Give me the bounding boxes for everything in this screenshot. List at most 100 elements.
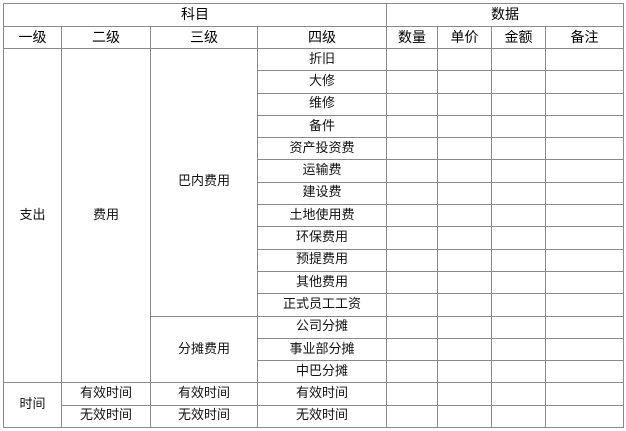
- data-cell-unit-price[interactable]: [437, 248, 492, 272]
- level1-cell: 时间: [3, 382, 62, 429]
- data-cell-amount[interactable]: [491, 337, 546, 362]
- data-cell-quantity[interactable]: [386, 92, 438, 116]
- data-cell-unit-price[interactable]: [437, 404, 492, 429]
- data-cell-unit-price[interactable]: [437, 226, 492, 250]
- data-cell-amount[interactable]: [491, 47, 546, 72]
- data-cell-quantity[interactable]: [386, 337, 438, 362]
- data-cell-unit-price[interactable]: [437, 47, 492, 72]
- data-cell-remark[interactable]: [545, 181, 624, 206]
- data-cell-amount[interactable]: [491, 293, 546, 317]
- level4-cell: 备件: [257, 114, 387, 139]
- data-cell-amount[interactable]: [491, 70, 546, 94]
- data-cell-remark[interactable]: [545, 92, 624, 116]
- data-cell-quantity[interactable]: [386, 159, 438, 183]
- column-header: 数量: [386, 26, 438, 49]
- level2-cell: 无效时间: [61, 404, 151, 429]
- data-cell-quantity[interactable]: [386, 248, 438, 272]
- data-cell-remark[interactable]: [545, 226, 624, 250]
- data-cell-remark[interactable]: [545, 315, 624, 339]
- data-cell-remark[interactable]: [545, 137, 624, 161]
- table-row: 大修: [4, 70, 624, 94]
- table-row: 运输费: [4, 159, 624, 183]
- table-row: 环保费用: [4, 226, 624, 250]
- level2-cell: 有效时间: [61, 382, 151, 406]
- data-cell-remark[interactable]: [545, 293, 624, 317]
- data-cell-amount[interactable]: [491, 248, 546, 272]
- data-cell-remark[interactable]: [545, 382, 624, 406]
- data-cell-remark[interactable]: [545, 360, 624, 384]
- data-cell-quantity[interactable]: [386, 293, 438, 317]
- data-cell-unit-price[interactable]: [437, 315, 492, 339]
- data-cell-quantity[interactable]: [386, 270, 438, 295]
- table-row: 分摊费用 公司分摊: [4, 315, 624, 384]
- data-cell-amount[interactable]: [491, 382, 546, 406]
- data-cell-remark[interactable]: [545, 114, 624, 139]
- data-cell-remark[interactable]: [545, 337, 624, 362]
- data-cell-amount[interactable]: [491, 226, 546, 250]
- data-cell-quantity[interactable]: [386, 137, 438, 161]
- data-cell-unit-price[interactable]: [437, 293, 492, 317]
- column-header: 单价: [437, 26, 492, 49]
- data-cell-quantity[interactable]: [386, 360, 438, 384]
- level3-cell: 分摊费用: [150, 315, 258, 384]
- data-cell-amount[interactable]: [491, 114, 546, 139]
- data-cell-quantity[interactable]: [386, 226, 438, 250]
- data-cell-amount[interactable]: [491, 360, 546, 384]
- data-cell-unit-price[interactable]: [437, 137, 492, 161]
- subject-group-header: 科目: [3, 3, 387, 27]
- data-cell-amount[interactable]: [491, 270, 546, 295]
- level3-cell: 巴内费用: [150, 48, 258, 317]
- level4-cell: 有效时间: [257, 382, 387, 406]
- data-cell-unit-price[interactable]: [437, 360, 492, 384]
- data-cell-remark[interactable]: [545, 270, 624, 295]
- data-cell-unit-price[interactable]: [437, 181, 492, 206]
- table-row: 资产投资费: [4, 137, 624, 161]
- table-row: 支出 费用 巴内费用 折旧: [3, 47, 624, 384]
- data-cell-quantity[interactable]: [386, 47, 438, 72]
- data-cell-unit-price[interactable]: [437, 270, 492, 295]
- data-cell-amount[interactable]: [491, 92, 546, 116]
- data-cell-amount[interactable]: [491, 137, 546, 161]
- data-cell-remark[interactable]: [545, 70, 624, 94]
- level4-cell: 中巴分摊: [257, 360, 387, 384]
- subject-data-table: 科目 数据 一级 二级 三级 四级 数量 单价 金额 备注 支出 费用 巴内费用 折旧…: [3, 3, 624, 429]
- column-header: 一级: [3, 26, 62, 49]
- data-cell-remark[interactable]: [545, 248, 624, 272]
- data-cell-quantity[interactable]: [386, 114, 438, 139]
- data-cell-amount[interactable]: [491, 159, 546, 183]
- data-cell-amount[interactable]: [491, 204, 546, 228]
- level4-cell: 维修: [257, 92, 387, 116]
- data-cell-quantity[interactable]: [386, 315, 438, 339]
- data-cell-quantity[interactable]: [386, 181, 438, 206]
- data-cell-quantity[interactable]: [386, 204, 438, 228]
- data-cell-remark[interactable]: [545, 404, 624, 429]
- data-cell-remark[interactable]: [545, 47, 624, 72]
- table-row: 时间 有效时间 有效时间 有效时间: [3, 382, 624, 429]
- level2-cell: 费用: [61, 47, 151, 384]
- data-cell-amount[interactable]: [491, 404, 546, 429]
- data-cell-unit-price[interactable]: [437, 114, 492, 139]
- level4-cell: 正式员工工资: [257, 293, 387, 317]
- data-cell-unit-price[interactable]: [437, 204, 492, 228]
- level3-cell: 有效时间: [150, 382, 258, 406]
- data-cell-amount[interactable]: [491, 181, 546, 206]
- data-cell-remark[interactable]: [545, 204, 624, 228]
- data-cell-remark[interactable]: [545, 159, 624, 183]
- data-cell-unit-price[interactable]: [437, 159, 492, 183]
- level4-cell: 资产投资费: [257, 137, 387, 161]
- column-header: 四级: [257, 26, 387, 49]
- level4-cell: 事业部分摊: [257, 337, 387, 362]
- data-cell-unit-price[interactable]: [437, 382, 492, 406]
- data-cell-quantity[interactable]: [386, 382, 438, 406]
- level3-cell: 无效时间: [150, 404, 258, 429]
- data-cell-quantity[interactable]: [386, 70, 438, 94]
- data-cell-unit-price[interactable]: [437, 70, 492, 94]
- level4-cell: 预提费用: [257, 248, 387, 272]
- level4-cell: 环保费用: [257, 226, 387, 250]
- data-cell-amount[interactable]: [491, 315, 546, 339]
- column-header: 二级: [61, 26, 151, 49]
- column-header: 金额: [491, 26, 546, 49]
- data-cell-quantity[interactable]: [386, 404, 438, 429]
- data-cell-unit-price[interactable]: [437, 337, 492, 362]
- data-cell-unit-price[interactable]: [437, 92, 492, 116]
